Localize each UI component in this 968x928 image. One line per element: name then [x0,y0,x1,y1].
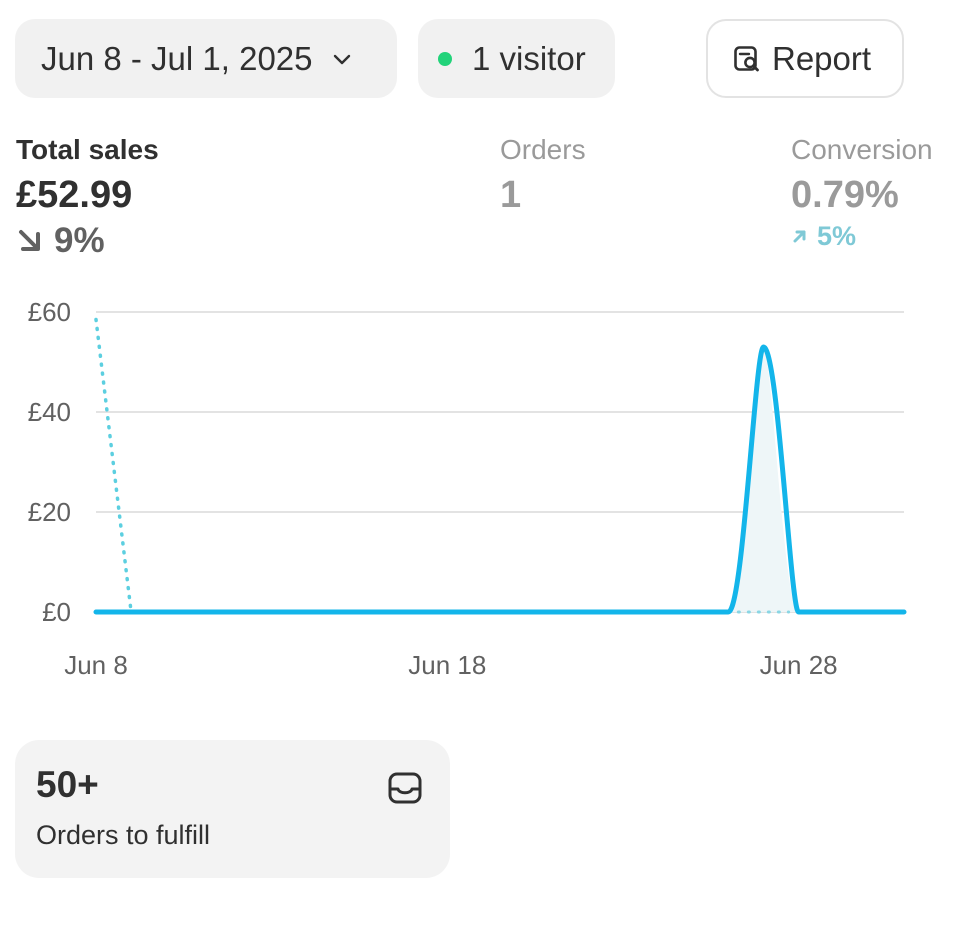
date-range-selector[interactable]: Jun 8 - Jul 1, 2025 [15,19,397,98]
x-tick-label: Jun 8 [64,650,128,680]
sales-series-line [93,344,907,615]
y-tick-label: £60 [28,297,71,327]
fulfill-label: Orders to fulfill [36,820,211,850]
total-sales-delta-value: 9% [54,221,105,260]
report-button[interactable]: Report [706,19,904,98]
total-sales-metric[interactable]: Total sales £52.99 9% [16,132,159,262]
conversion-metric[interactable]: Conversion 0.79% 5% [791,132,968,252]
comparison-series-line [94,317,133,614]
live-status-dot [438,51,452,66]
total-sales-value: £52.99 [16,174,133,216]
report-search-icon [732,44,762,74]
total-sales-delta: 9% [16,220,159,262]
orders-metric[interactable]: Orders 1 [500,132,586,220]
date-range-label: Jun 8 - Jul 1, 2025 [41,39,313,77]
x-tick-label: Jun 18 [408,650,486,680]
inbox-icon [388,772,422,804]
fulfill-count: 50+ [36,764,99,805]
peak-area-fill [728,347,799,612]
conversion-label: Conversion [791,134,933,165]
chevron-down-icon [329,46,355,72]
arrow-up-right-icon [793,230,806,243]
orders-label: Orders [500,134,586,165]
orders-value: 1 [500,174,522,216]
conversion-value: 0.79% [791,174,899,216]
sales-chart[interactable]: £60 £40 £20 £0 Jun 8 Jun 18 Jun 28 [0,290,968,700]
y-tick-label: £20 [28,497,71,527]
arrow-down-right-icon [19,230,40,251]
total-sales-label: Total sales [16,134,159,165]
y-tick-label: £40 [28,397,71,427]
live-visitors-pill[interactable]: 1 visitor [418,19,615,98]
x-tick-label: Jun 28 [760,650,838,680]
orders-to-fulfill-card[interactable]: 50+ Orders to fulfill [15,740,450,878]
report-label: Report [772,39,872,77]
visitor-count: 1 visitor [472,39,586,77]
y-tick-label: £0 [42,597,71,627]
conversion-delta-value: 5% [817,221,857,251]
conversion-delta: 5% [791,220,968,252]
